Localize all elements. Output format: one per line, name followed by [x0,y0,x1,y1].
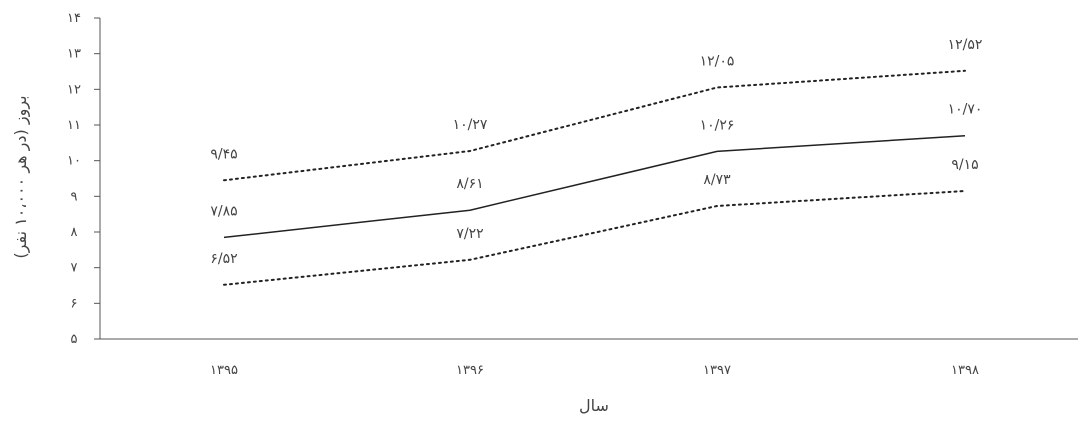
y-tick-label: ۱۰ [67,154,81,169]
x-tick-label: ۱۳۹۸ [951,363,979,378]
x-tick-label: ۱۳۹۵ [210,363,238,378]
y-tick-label: ۶ [71,296,78,311]
y-tick-label: ۱۴ [67,11,81,26]
y-tick-label: ۹ [71,189,78,204]
upper-bound-line [223,69,966,182]
y-tick-label: ۱۳ [67,47,81,62]
data-label: ۸/۶۱ [456,176,483,192]
data-label: ۱۲/۰۵ [700,54,735,70]
x-tick-label: ۱۳۹۷ [703,363,731,378]
data-label: ۱۲/۵۲ [948,37,983,53]
y-tick-label: ۱۲ [67,82,81,97]
data-label: ۶/۵۲ [210,251,237,267]
y-tick-label: ۵ [71,332,78,347]
y-tick-label: ۸ [71,225,78,240]
data-label: ۸/۷۳ [703,172,731,188]
data-label: ۱۰/۷۰ [948,102,983,118]
data-label: ۷/۸۵ [210,203,237,219]
data-label: ۷/۲۲ [456,226,483,242]
x-axis-title: سال [579,396,609,415]
axes [99,18,1078,340]
series-lines [223,69,966,286]
x-tick-label: ۱۳۹۶ [456,363,484,378]
data-label: ۱۰/۲۶ [700,117,735,133]
y-axis-title: بروز (در هر ۱۰،۰۰۰ نفر) [11,95,31,258]
x-axis-ticks: ۱۳۹۵ ۱۳۹۶ ۱۳۹۷ ۱۳۹۸ [210,363,979,378]
y-tick-label: ۱۱ [67,118,81,133]
data-label: ۹/۱۵ [951,157,978,173]
data-label: ۱۰/۲۷ [453,117,488,133]
lower-bound-line [223,190,966,286]
y-axis-ticks: ۵ ۶ ۷ ۸ ۹ ۱۰ ۱۱ ۱۲ ۱۳ ۱۴ [67,11,100,347]
data-labels: ۹/۴۵ ۱۰/۲۷ ۱۲/۰۵ ۱۲/۵۲ ۷/۸۵ ۸/۶۱ ۱۰/۲۶ ۱۰/۷۰ ۶/۵… [210,37,982,267]
y-tick-label: ۷ [71,261,78,276]
estimate-line [223,134,966,239]
data-label: ۹/۴۵ [210,146,237,162]
